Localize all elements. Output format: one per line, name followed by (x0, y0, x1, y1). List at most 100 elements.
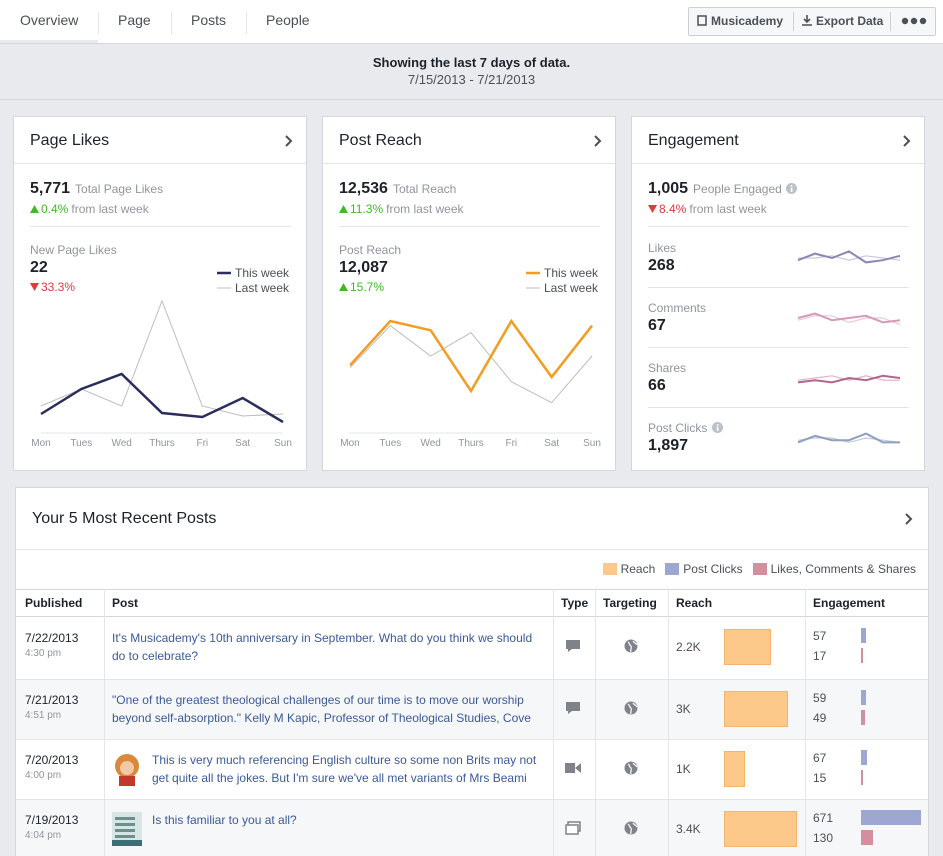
legend-label: Likes, Comments & Shares (770, 562, 916, 576)
post-clicks-value: 67 (813, 751, 827, 765)
x-tick-label: Sun (274, 438, 292, 449)
summary-card: Post Reach 12,536 Total Reach 11.3% from las… (322, 116, 616, 471)
x-tick-label: Fri (505, 438, 517, 449)
targeting-globe-icon (624, 639, 638, 653)
export-button[interactable]: Export Data (802, 14, 883, 28)
chevron-shape (594, 135, 602, 147)
x-tick-label: Thurs (149, 438, 175, 449)
thumb-doc-line (115, 823, 135, 826)
down-arrow (648, 204, 657, 213)
this-week-line (349, 318, 593, 394)
page-button[interactable]: Musicademy (697, 14, 783, 28)
download-icon (802, 15, 812, 27)
tab-separator (98, 12, 99, 34)
info-icon (785, 183, 797, 195)
more-button[interactable] (901, 16, 927, 26)
column-header: Targeting (603, 596, 657, 610)
comment-icon (566, 640, 580, 652)
legend-item: Reach (602, 562, 655, 576)
post-thumbnail (115, 754, 139, 786)
change-row: 0.4% from last week (30, 202, 149, 216)
info-bar (790, 187, 793, 193)
post-text[interactable]: It's Musicademy's 10th anniversary in Se… (112, 631, 533, 663)
card-title[interactable]: Engagement (648, 132, 739, 149)
sub-metric-change: 15.7% (339, 280, 384, 294)
x-tick-label: Mon (31, 438, 50, 449)
sparkline (797, 312, 901, 326)
x-tick-label: Tues (379, 438, 401, 449)
card-title[interactable]: Post Reach (339, 132, 422, 149)
tab-underline (0, 40, 98, 43)
arrow-shape (30, 204, 39, 213)
thumb-doc-line (115, 835, 135, 838)
button-separator (793, 12, 794, 31)
post-text[interactable]: This is very much referencing English cu… (152, 753, 537, 785)
post-type-icon (565, 821, 581, 835)
chevron[interactable] (593, 135, 603, 147)
column-header: Post (112, 596, 139, 610)
metric-divider (648, 347, 909, 348)
column-divider (553, 589, 554, 856)
last-week-line (40, 299, 284, 417)
sub-metric-value: 22 (30, 259, 48, 276)
change-value: 0.4% (41, 202, 69, 216)
sparkline-line (797, 250, 901, 264)
card-divider (648, 226, 909, 227)
reach-bar (724, 811, 797, 847)
table-header-border (16, 616, 928, 617)
column-divider (668, 589, 669, 856)
nav-tab[interactable]: Posts (191, 12, 227, 28)
sparkline (797, 250, 901, 264)
post-text[interactable]: "One of the greatest theological challen… (112, 693, 531, 725)
row-divider (16, 679, 928, 680)
legend-swatch (665, 562, 680, 575)
chevron[interactable] (902, 135, 912, 147)
post-date: 7/20/2013 (25, 753, 79, 767)
sparkline-line (797, 375, 900, 381)
thumb-doc-line (115, 829, 135, 832)
sparkline-line (797, 437, 901, 444)
page-icon (697, 15, 707, 27)
recent-posts-card: Your 5 Most Recent Posts Reach Post Clicks… (15, 487, 929, 856)
chevron[interactable] (284, 135, 294, 147)
reach-bar (724, 629, 772, 665)
card-title[interactable]: Page Likes (30, 132, 110, 149)
post-date: 7/19/2013 (25, 813, 79, 827)
total-row: 1,005 People Engaged (648, 180, 797, 198)
sub-metric-change-value: 15.7% (350, 280, 385, 294)
column-divider (104, 589, 105, 856)
thumb-face (120, 761, 134, 775)
post-text[interactable]: Is this familiar to you at all? (152, 813, 297, 827)
change-label: from last week (71, 202, 149, 216)
chevron-shape (905, 513, 913, 525)
chevron[interactable] (904, 513, 914, 525)
x-tick-label: Sun (583, 438, 601, 449)
sub-metric-change: 33.3% (30, 280, 75, 294)
down-arrow (30, 282, 39, 291)
globe-land (627, 762, 638, 775)
sub-metric-label: New Page Likes (30, 243, 117, 257)
nav-tab[interactable]: People (266, 12, 310, 28)
metric-value: 1,897 (648, 437, 689, 454)
card-header-border (323, 163, 615, 164)
nav-tab[interactable]: Overview (20, 12, 79, 28)
likes-comments-shares-bar (861, 770, 863, 785)
x-tick-label: Wed (111, 438, 131, 449)
card-header-border (14, 163, 306, 164)
thumb-doc-line (115, 817, 135, 820)
page-icon-shape (697, 15, 707, 27)
nav-tab[interactable]: Page (118, 12, 151, 28)
post-clicks-value: 671 (813, 811, 834, 825)
x-tick-label: Sat (235, 438, 250, 449)
change-row: 11.3% from last week (339, 202, 464, 216)
card-header-border (632, 163, 924, 164)
more-dot (919, 17, 927, 25)
total-label: People Engaged (693, 182, 782, 196)
x-tick-label: Tues (70, 438, 92, 449)
targeting-globe-icon (624, 761, 638, 775)
tab-separator (246, 12, 247, 34)
reach-label: 3.4K (676, 822, 701, 836)
metric-label-text: Post Clicks (648, 421, 708, 435)
up-arrow (339, 204, 348, 213)
